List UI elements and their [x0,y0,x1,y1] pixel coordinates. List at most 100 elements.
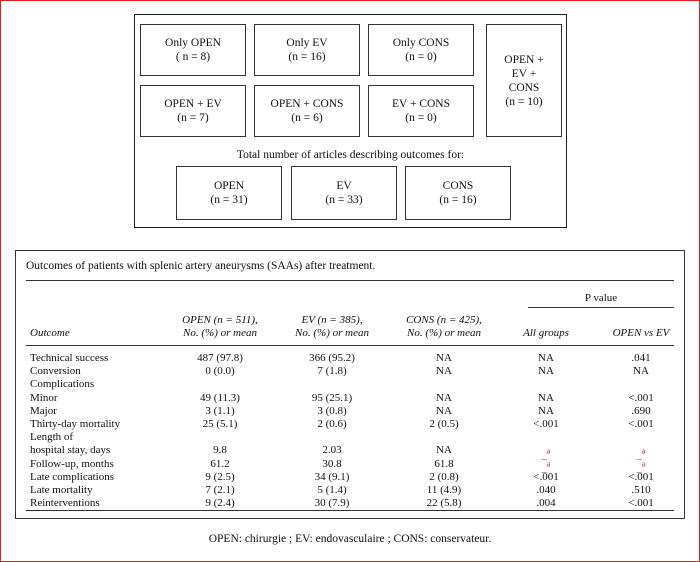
header-ev: EV (n = 385), No. (%) or mean [295,314,369,339]
abbreviation-footnote: OPEN: chirurgie ; EV: endovasculaire ; C… [208,533,492,545]
box-open-ev-cons: OPEN + EV + CONS (n = 10) [486,24,562,137]
box-only-ev: Only EV (n = 16) [254,24,360,76]
row-label: Thirty-day mortality [30,418,121,430]
footnote-marker: _a [636,446,646,461]
article-count-diagram: Only OPEN ( n = 8) Only EV (n = 16) Only… [134,14,567,228]
cell-open: 487 (97.8) [197,352,243,364]
row-label: Late complications [30,470,114,483]
cell-ev: 34 (9.1) [314,470,350,483]
box-name: Only CONS [392,37,450,49]
cell-all: .004 [536,497,556,510]
cell-all: NA [538,391,554,404]
outcomes-table: Outcomes of patients with splenic artery… [15,250,685,519]
cell-ev: 5 (1.4) [317,484,347,496]
row-label: hospital stay, days [30,444,111,457]
box-only-open: Only OPEN ( n = 8) [140,24,246,76]
cell-cons: 61.8 [434,457,454,470]
cell-ev: 2 (0.6) [317,418,347,430]
cell-open: 0 (0.0) [205,365,235,378]
box-count: ( n = 8) [175,51,211,63]
cell-ev: 366 (95.2) [309,352,355,364]
pvalue-rule [528,307,674,308]
cell-ove: <.001 [628,497,654,510]
row-label: Minor [30,391,58,404]
cell-cons: NA [436,391,452,404]
header-open-vs-ev: OPEN vs EV [612,327,670,339]
box-count: (n = 10) [505,95,543,108]
cell-ove: <.001 [628,470,654,483]
cell-open: 9.8 [213,444,227,457]
cell-ev: 30 (7.9) [314,497,350,510]
cell-cons: 11 (4.9) [426,484,462,496]
cell-ove: <.001 [628,418,654,430]
cell-ev: 2.03 [322,444,342,457]
cell-all: NA [538,352,554,364]
cell-all: _a [496,458,596,475]
cell-all: <.001 [533,418,559,430]
cell-cons: 2 (0.8) [429,470,459,483]
cell-all: <.001 [533,470,559,483]
cell-ove: .510 [631,484,651,496]
header-rule [26,345,674,346]
header-open: OPEN (n = 511), No. (%) or mean [182,314,258,339]
cell-ove: _a [591,458,691,475]
header-all-groups: All groups [523,327,569,339]
cell-cons: 2 (0.5) [429,418,459,430]
box-name: OPEN + EV [164,98,222,110]
row-label: Reinterventions [30,497,100,510]
cell-open: 9 (2.4) [205,497,235,510]
box-open-ev: OPEN + EV (n = 7) [140,85,246,137]
footnote-marker: _a [541,459,551,474]
box-count: (n = 16) [439,194,477,206]
cell-all: NA [538,365,554,378]
cell-open: 3 (1.1) [205,404,235,417]
cell-ove: _a [591,444,691,461]
cell-all: .040 [536,484,556,496]
top-rule [26,280,674,281]
box-total-ev: EV (n = 33) [291,166,397,220]
cell-ev: 3 (0.8) [317,404,347,417]
pvalue-header: P value [584,292,618,304]
row-label: Major [30,404,57,417]
box-total-open: OPEN (n = 31) [176,166,282,220]
box-count: (n = 33) [325,194,363,206]
row-label: Technical success [30,352,109,364]
box-name: EV [336,180,352,192]
box-line: EV + [511,67,537,80]
box-name: Only EV [286,37,328,49]
cell-open: 9 (2.5) [205,470,235,483]
cell-open: 7 (2.1) [205,484,235,496]
cell-ove: NA [633,365,649,378]
row-label: Length of [30,431,74,444]
row-label: Late mortality [30,484,93,496]
box-count: (n = 0) [405,51,437,63]
box-ev-cons: EV + CONS (n = 0) [368,85,474,137]
box-line: CONS [508,81,540,94]
total-label: Total number of articles describing outc… [236,149,465,161]
box-name: OPEN + CONS [270,98,344,110]
box-only-cons: Only CONS (n = 0) [368,24,474,76]
cell-ev: 30.8 [322,457,342,470]
box-name: Only OPEN [165,37,221,49]
box-name: EV + CONS [391,98,451,110]
cell-ev: 95 (25.1) [311,391,353,404]
table-caption: Outcomes of patients with splenic artery… [26,260,376,272]
box-name: OPEN [213,180,245,192]
cell-open: 49 (11.3) [200,391,240,404]
cell-open: 25 (5.1) [202,418,238,430]
box-count: (n = 0) [405,112,437,124]
box-open-cons: OPEN + CONS (n = 6) [254,85,360,137]
box-count: (n = 31) [210,194,248,206]
cell-all: NA [538,404,554,417]
cell-open: 61.2 [210,457,230,470]
box-count: (n = 6) [291,112,323,124]
box-total-cons: CONS (n = 16) [405,166,511,220]
header-outcome: Outcome [30,327,70,339]
footnote-marker: _a [541,446,551,461]
row-label: Conversion [30,365,81,378]
footnote-marker: _a [636,459,646,474]
box-count: (n = 7) [177,112,209,124]
cell-ove: <.001 [628,391,654,404]
cell-ove: .690 [631,404,651,417]
box-line: OPEN + [504,53,544,66]
